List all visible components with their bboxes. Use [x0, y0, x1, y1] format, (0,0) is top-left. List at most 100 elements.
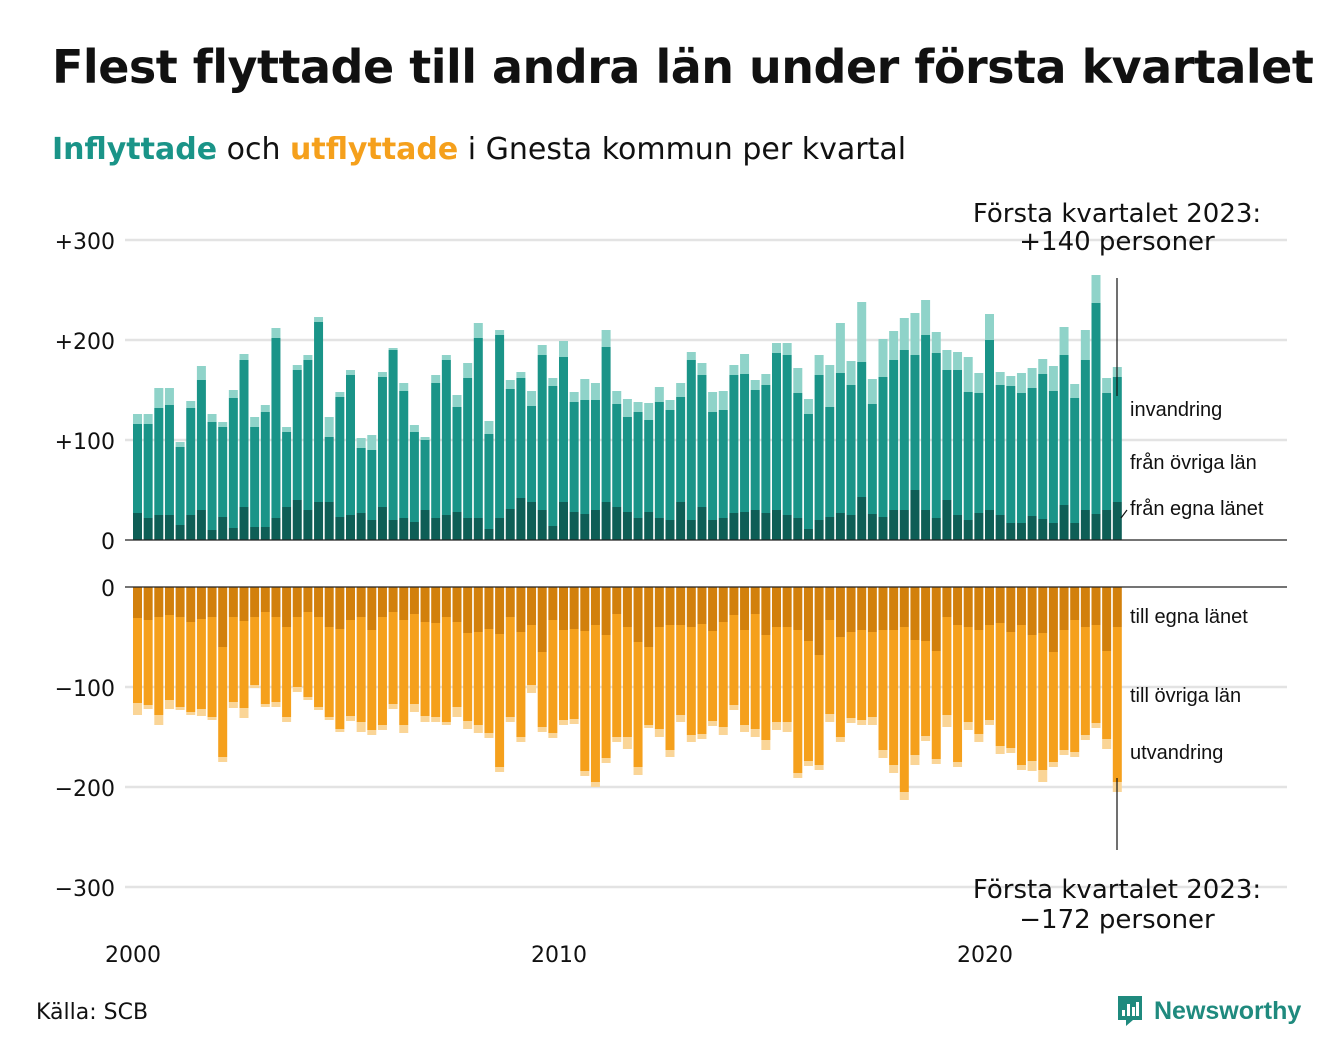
bar-emigration	[867, 717, 877, 725]
bar-out-other-counties	[335, 629, 345, 729]
bar-immigration	[1080, 330, 1090, 360]
bar-emigration	[612, 737, 622, 742]
bar-in-other-counties	[718, 410, 728, 518]
bar-in-other-counties	[537, 355, 547, 510]
bar-emigration	[133, 703, 142, 715]
bar-in-own-county	[420, 510, 430, 540]
bar-emigration	[218, 757, 228, 762]
bar-out-own-county	[644, 587, 654, 647]
bar-in-other-counties	[676, 397, 686, 502]
subtitle-inflow: Inflyttade	[52, 132, 218, 167]
bar-in-own-county	[953, 515, 963, 540]
bar-in-other-counties	[1070, 398, 1080, 523]
bar-out-other-counties	[516, 632, 526, 737]
bar-immigration	[654, 387, 664, 402]
bar-in-other-counties	[314, 322, 324, 502]
bar-in-other-counties	[527, 406, 537, 502]
bar-in-own-county	[527, 502, 537, 540]
bar-in-other-counties	[686, 360, 696, 520]
bar-out-other-counties	[761, 635, 771, 740]
bar-immigration	[1027, 368, 1037, 388]
bar-emigration	[633, 767, 643, 775]
bar-emigration	[1102, 739, 1112, 749]
bar-out-other-counties	[846, 632, 856, 718]
bar-out-other-counties	[505, 617, 515, 717]
bar-emigration	[974, 734, 984, 742]
bar-emigration	[569, 719, 579, 724]
bar-in-own-county	[846, 515, 856, 540]
bar-emigration	[601, 758, 611, 763]
bar-emigration	[654, 729, 664, 737]
bar-out-own-county	[186, 587, 196, 622]
bar-out-other-counties	[452, 622, 462, 707]
bar-emigration	[622, 737, 632, 749]
bar-immigration	[527, 391, 537, 406]
bar-out-other-counties	[750, 614, 760, 729]
bar-out-other-counties	[718, 622, 728, 727]
bar-emigration	[931, 759, 941, 764]
bar-out-other-counties	[271, 617, 281, 702]
bar-immigration	[622, 399, 632, 417]
bar-emigration	[228, 702, 238, 708]
bar-out-other-counties	[239, 621, 249, 708]
bar-out-other-counties	[1016, 625, 1026, 765]
bar-emigration	[207, 717, 217, 720]
bar-out-other-counties	[1102, 651, 1112, 739]
bar-out-own-county	[505, 587, 515, 617]
bar-out-own-county	[495, 587, 505, 634]
bar-immigration	[867, 379, 877, 404]
bar-immigration	[931, 332, 941, 353]
bar-in-other-counties	[740, 374, 750, 512]
bar-out-own-county	[314, 587, 324, 617]
bar-out-other-counties	[356, 617, 366, 722]
bar-emigration	[527, 685, 537, 693]
bar-out-own-county	[1091, 587, 1101, 625]
bar-immigration	[708, 392, 718, 412]
bar-immigration	[463, 363, 473, 378]
bar-in-other-counties	[228, 398, 238, 528]
bar-out-other-counties	[590, 625, 600, 782]
bar-out-other-counties	[931, 651, 941, 759]
bar-in-other-counties	[250, 427, 260, 527]
bar-out-other-counties	[676, 625, 686, 715]
bar-emigration	[239, 708, 249, 718]
bar-in-own-county	[356, 513, 366, 540]
bar-immigration	[292, 365, 302, 370]
newsworthy-logo-icon	[1118, 996, 1142, 1026]
bar-in-other-counties	[207, 422, 217, 530]
bar-emigration	[772, 722, 781, 730]
x-axis-ticks: 2000 2010 2020	[105, 943, 1013, 968]
bar-out-own-county	[953, 587, 963, 625]
bar-emigration	[292, 687, 302, 692]
bar-immigration	[484, 421, 494, 434]
bar-in-own-county	[633, 518, 643, 540]
bar-immigration	[186, 401, 196, 408]
y-tick-label: +100	[55, 430, 115, 455]
bar-in-own-county	[644, 512, 654, 540]
bar-in-other-counties	[953, 370, 963, 515]
bar-in-other-counties	[409, 432, 419, 522]
bar-in-other-counties	[793, 393, 803, 518]
bar-out-other-counties	[633, 642, 643, 767]
bar-in-own-county	[1080, 510, 1090, 540]
y-tick-label: +300	[55, 230, 115, 255]
bar-in-own-county	[974, 513, 984, 540]
outflow-bars	[133, 587, 1122, 800]
bar-in-other-counties	[569, 402, 579, 512]
bar-immigration	[346, 370, 355, 375]
bar-in-own-county	[750, 510, 760, 540]
bar-emigration	[1048, 762, 1058, 767]
bar-in-own-county	[676, 502, 686, 540]
bar-immigration	[228, 390, 238, 398]
bar-out-other-counties	[878, 630, 888, 750]
bar-emigration	[782, 722, 792, 732]
bar-in-other-counties	[910, 355, 920, 490]
bar-emigration	[356, 722, 366, 732]
bar-in-other-counties	[377, 377, 387, 507]
bar-in-own-county	[1027, 516, 1037, 540]
bar-out-own-county	[154, 587, 164, 617]
bar-in-own-county	[441, 515, 451, 540]
bar-emigration	[495, 767, 505, 772]
bar-out-own-county	[590, 587, 600, 625]
bar-out-other-counties	[889, 630, 899, 765]
